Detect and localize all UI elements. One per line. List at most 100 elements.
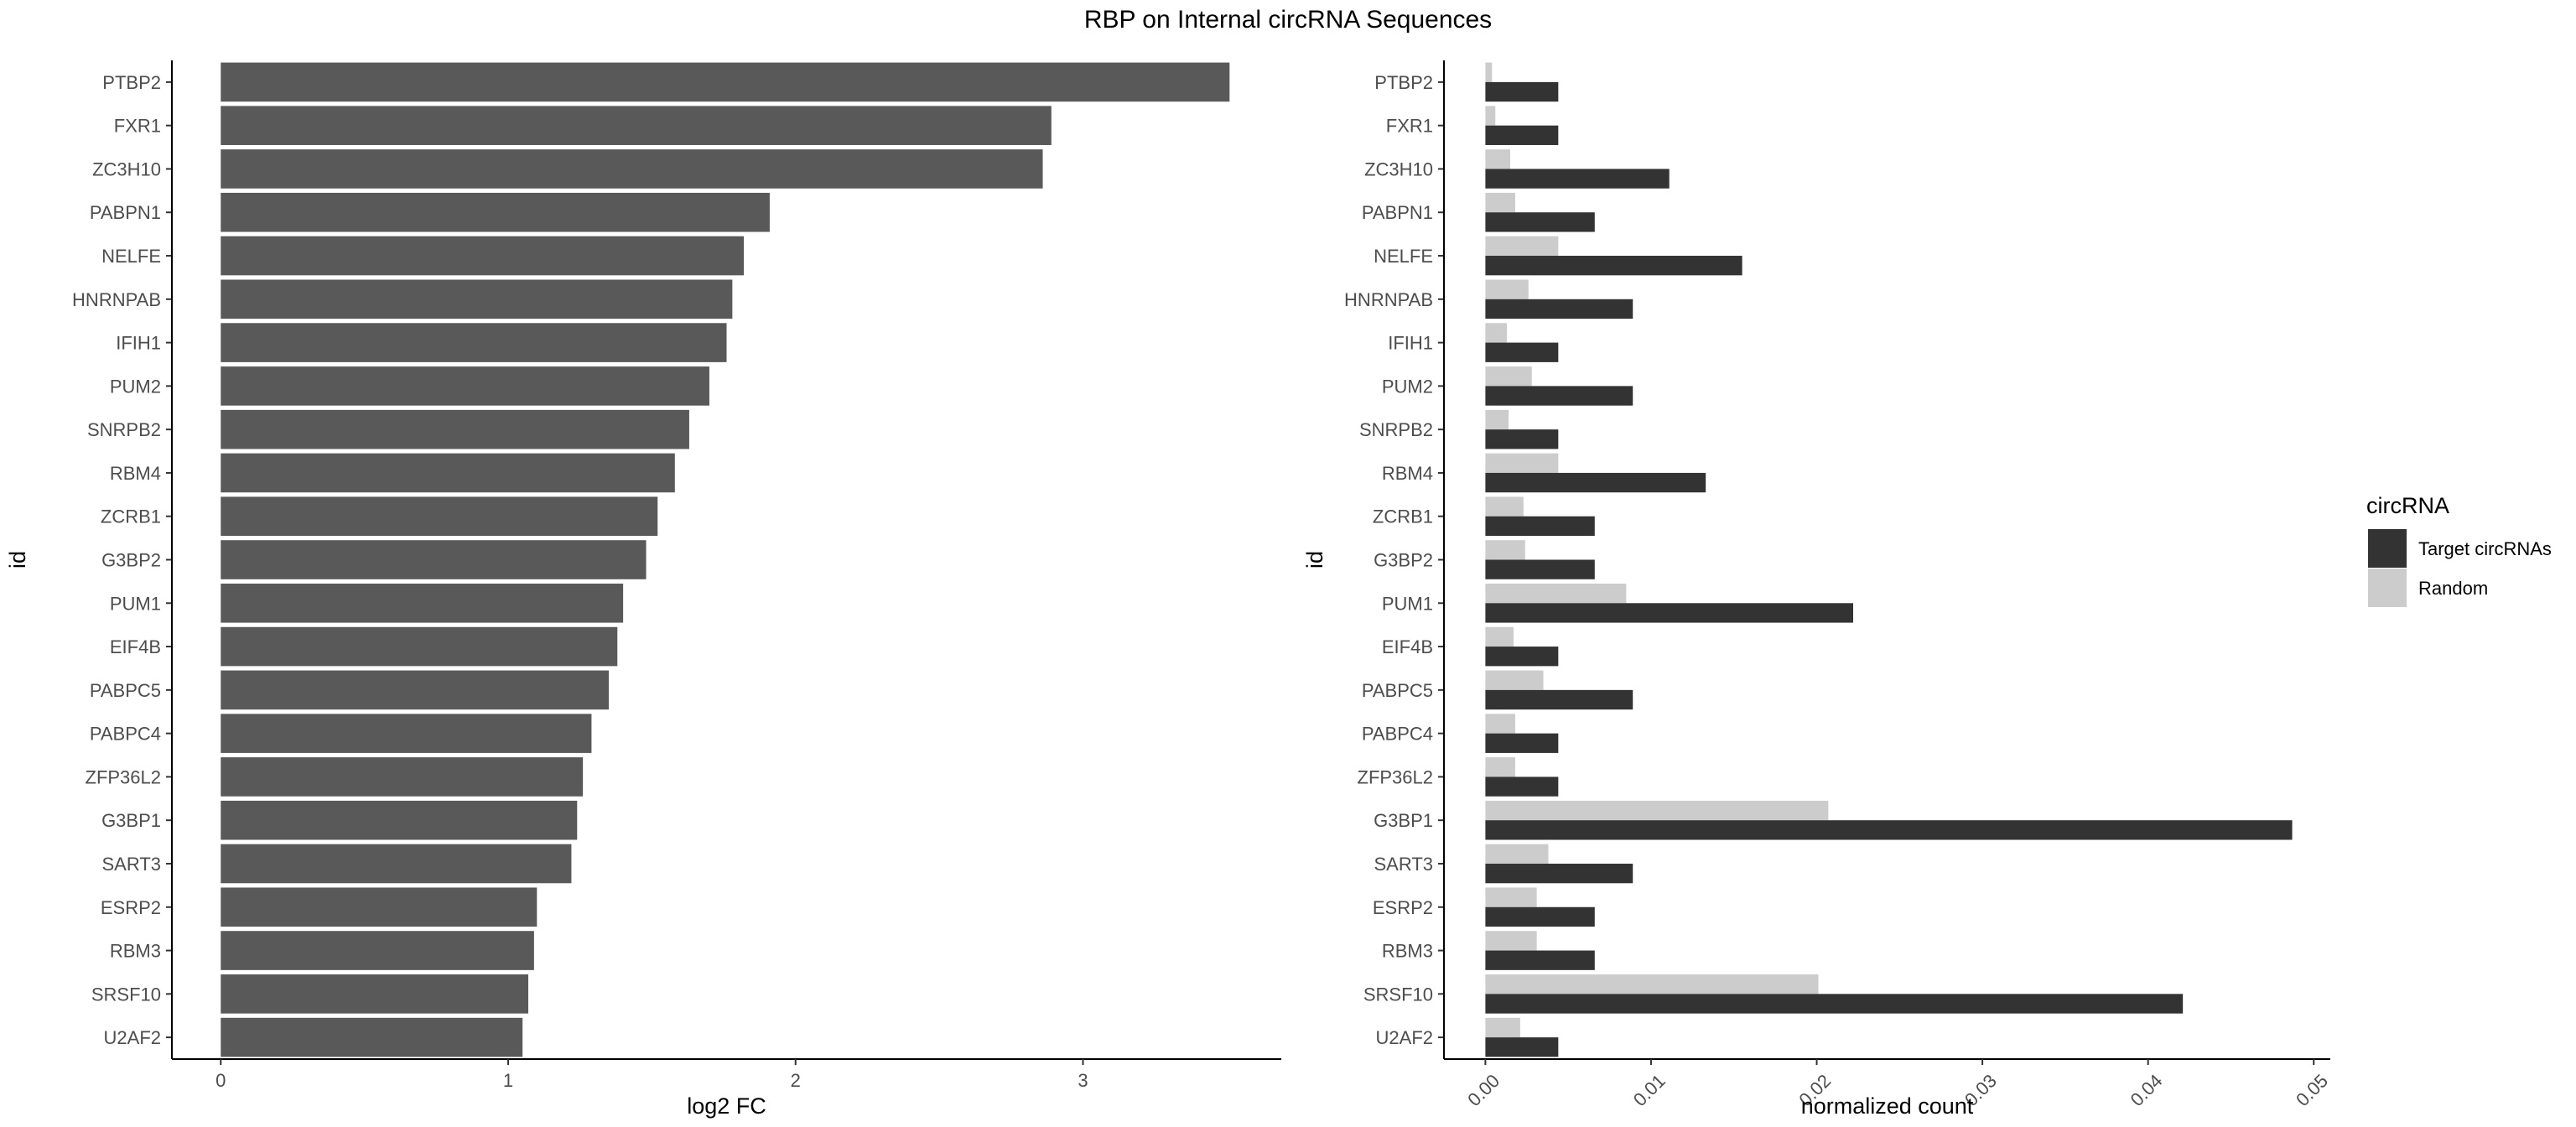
x-tick-label: 0.05 bbox=[2292, 1070, 2332, 1110]
bar-target-pum2 bbox=[1485, 386, 1633, 406]
y-tick-label-esrp2: ESRP2 bbox=[1373, 897, 1433, 918]
bar-random-srsf10 bbox=[1485, 974, 1819, 995]
bar-zfp36l2 bbox=[221, 757, 584, 797]
bar-target-eif4b bbox=[1485, 647, 1559, 667]
x-tick-label: 0.01 bbox=[1629, 1070, 1670, 1110]
bar-random-rbm4 bbox=[1485, 453, 1559, 473]
y-tick-label-pabpc5: PABPC5 bbox=[90, 680, 161, 701]
bar-random-rbm3 bbox=[1485, 931, 1537, 951]
y-tick-label-fxr1: FXR1 bbox=[114, 116, 161, 137]
bar-zcrb1 bbox=[221, 496, 658, 537]
bar-target-hnrnpab bbox=[1485, 299, 1633, 319]
bar-u2af2 bbox=[221, 1017, 523, 1057]
y-tick-label-esrp2: ESRP2 bbox=[101, 897, 161, 918]
legend-label-random: Random bbox=[2418, 578, 2488, 599]
bar-random-sart3 bbox=[1485, 844, 1549, 864]
bar-random-zfp36l2 bbox=[1485, 757, 1515, 777]
y-tick-label-hnrnpab: HNRNPAB bbox=[1344, 289, 1433, 310]
y-tick-label-eif4b: EIF4B bbox=[1382, 636, 1433, 657]
y-tick-label-pabpn1: PABPN1 bbox=[90, 202, 161, 223]
y-tick-label-nelfe: NELFE bbox=[1374, 246, 1433, 267]
y-tick-label-pabpc5: PABPC5 bbox=[1362, 680, 1433, 701]
bar-target-srsf10 bbox=[1485, 994, 2184, 1014]
y-tick-label-sart3: SART3 bbox=[101, 854, 161, 875]
bar-random-u2af2 bbox=[1485, 1017, 1520, 1038]
y-tick-label-srsf10: SRSF10 bbox=[91, 984, 161, 1005]
y-tick-label-zcrb1: ZCRB1 bbox=[101, 506, 161, 527]
bar-target-pum1 bbox=[1485, 603, 1853, 623]
bar-target-u2af2 bbox=[1485, 1037, 1559, 1057]
bar-target-zc3h10 bbox=[1485, 169, 1670, 189]
bar-esrp2 bbox=[221, 887, 538, 927]
bar-target-pabpc4 bbox=[1485, 733, 1559, 753]
y-tick-label-srsf10: SRSF10 bbox=[1363, 984, 1433, 1005]
legend-swatch-random bbox=[2368, 569, 2407, 607]
y-tick-label-pum2: PUM2 bbox=[110, 376, 161, 397]
bar-random-g3bp2 bbox=[1485, 540, 1525, 560]
bar-g3bp1 bbox=[221, 800, 578, 840]
y-tick-label-u2af2: U2AF2 bbox=[1376, 1027, 1433, 1048]
y-axis-title: id bbox=[5, 551, 30, 569]
y-tick-label-pabpc4: PABPC4 bbox=[90, 724, 161, 745]
y-tick-label-pabpn1: PABPN1 bbox=[1362, 202, 1433, 223]
right-panel-normalized-count: PTBP2 FXR1 ZC3H10 PABPN1 NELFE HNRNPAB IFIH1 PU… bbox=[1302, 60, 2332, 1119]
bar-pabpc5 bbox=[221, 670, 609, 710]
bar-pum2 bbox=[221, 366, 709, 406]
bar-random-nelfe bbox=[1485, 236, 1559, 257]
bar-sart3 bbox=[221, 844, 572, 884]
x-tick-label: 0.00 bbox=[1463, 1070, 1504, 1110]
bar-target-zfp36l2 bbox=[1485, 776, 1559, 797]
bar-target-fxr1 bbox=[1485, 125, 1559, 145]
y-tick-label-snrpb2: SNRPB2 bbox=[87, 419, 161, 440]
bar-target-pabpc5 bbox=[1485, 689, 1633, 710]
bar-rbm4 bbox=[221, 453, 675, 493]
bar-rbm3 bbox=[221, 931, 534, 970]
legend: circRNA Target circRNAs Random bbox=[2366, 493, 2552, 607]
y-tick-label-nelfe: NELFE bbox=[101, 246, 161, 267]
y-tick-label-g3bp1: G3BP1 bbox=[1374, 810, 1433, 831]
y-tick-label-zfp36l2: ZFP36L2 bbox=[86, 766, 162, 787]
y-tick-label-pum1: PUM1 bbox=[1382, 593, 1433, 614]
bar-random-pabpc5 bbox=[1485, 670, 1544, 690]
bar-random-eif4b bbox=[1485, 626, 1514, 647]
bar-target-rbm3 bbox=[1485, 950, 1595, 970]
y-tick-label-g3bp1: G3BP1 bbox=[101, 810, 161, 831]
y-tick-label-ifih1: IFIH1 bbox=[1388, 333, 1433, 354]
y-tick-label-pum2: PUM2 bbox=[1382, 376, 1433, 397]
y-tick-label-rbm4: RBM4 bbox=[110, 463, 161, 484]
y-tick-label-zc3h10: ZC3H10 bbox=[1364, 158, 1433, 179]
y-tick-label-zfp36l2: ZFP36L2 bbox=[1358, 766, 1434, 787]
y-tick-label-ptbp2: PTBP2 bbox=[1374, 72, 1433, 93]
y-tick-label-ifih1: IFIH1 bbox=[116, 333, 161, 354]
bar-zc3h10 bbox=[221, 149, 1043, 189]
bar-random-pabpn1 bbox=[1485, 192, 1515, 213]
bar-random-pum1 bbox=[1485, 583, 1627, 604]
y-tick-label-u2af2: U2AF2 bbox=[104, 1027, 161, 1048]
bar-random-ifih1 bbox=[1485, 323, 1508, 343]
y-tick-label-fxr1: FXR1 bbox=[1386, 116, 1433, 137]
y-tick-label-ptbp2: PTBP2 bbox=[102, 72, 161, 93]
y-tick-label-eif4b: EIF4B bbox=[110, 636, 161, 657]
y-tick-label-zcrb1: ZCRB1 bbox=[1373, 506, 1433, 527]
bar-random-g3bp1 bbox=[1485, 800, 1829, 821]
x-tick-label: 1 bbox=[503, 1070, 513, 1091]
x-tick-label: 0 bbox=[216, 1070, 226, 1091]
bar-target-ifih1 bbox=[1485, 342, 1559, 362]
bar-target-esrp2 bbox=[1485, 906, 1595, 927]
bar-snrpb2 bbox=[221, 409, 689, 449]
bar-random-esrp2 bbox=[1485, 887, 1537, 907]
bar-pabpc4 bbox=[221, 714, 592, 753]
y-tick-label-g3bp2: G3BP2 bbox=[1374, 550, 1433, 571]
x-tick-label: 3 bbox=[1078, 1070, 1088, 1091]
bar-random-snrpb2 bbox=[1485, 409, 1509, 430]
bar-srsf10 bbox=[221, 974, 529, 1014]
bar-random-ptbp2 bbox=[1485, 62, 1493, 82]
x-tick-label: 2 bbox=[791, 1070, 801, 1091]
bar-hnrnpab bbox=[221, 279, 733, 319]
bar-random-pum2 bbox=[1485, 366, 1532, 387]
y-tick-label-zc3h10: ZC3H10 bbox=[92, 158, 161, 179]
bar-target-snrpb2 bbox=[1485, 429, 1559, 449]
legend-title: circRNA bbox=[2366, 493, 2449, 518]
legend-label-target: Target circRNAs bbox=[2418, 538, 2552, 559]
